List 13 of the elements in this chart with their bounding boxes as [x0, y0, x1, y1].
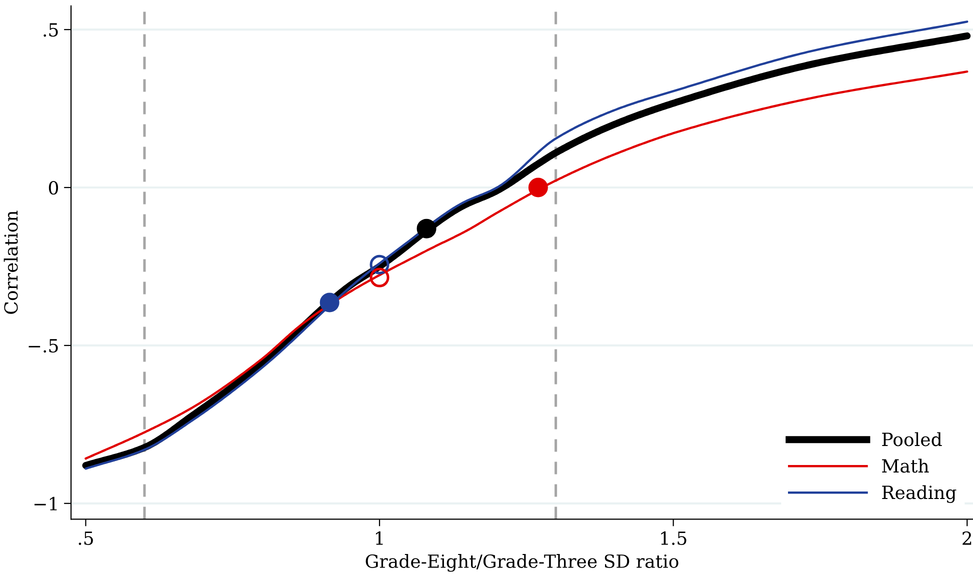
y-tick-label: .5 [44, 23, 58, 37]
y-tick-label: 0 [48, 180, 58, 195]
x-tick-label: .5 [78, 532, 93, 545]
y-tick-label: −.5 [28, 339, 58, 353]
x-axis-title: Grade-Eight/Grade-Three SD ratio [366, 554, 678, 572]
legend-label: Pooled [882, 432, 942, 446]
x-tick-label: 1.5 [661, 531, 686, 545]
x-tick-label: 1 [376, 531, 383, 545]
y-tick-label: −1 [34, 496, 57, 510]
y-axis-title: Correlation [4, 210, 18, 314]
legend-label: Reading [882, 485, 956, 503]
legend-label: Math [882, 458, 929, 473]
x-tick-label: 2 [962, 531, 972, 545]
